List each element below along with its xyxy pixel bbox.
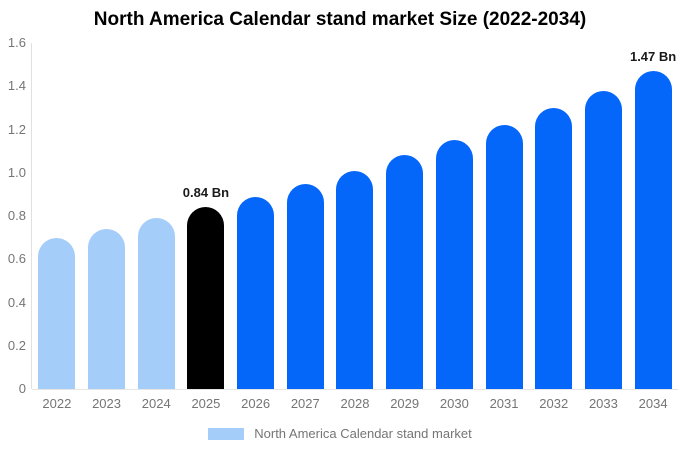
x-tick-label-2033: 2033 [588, 396, 618, 411]
bar-2023 [88, 228, 126, 389]
bar-2029 [386, 155, 424, 389]
x-tick-label-2025: 2025 [191, 396, 221, 411]
bar-column-2026 [231, 43, 281, 389]
x-tick-label-2030: 2030 [439, 396, 469, 411]
legend-label: North America Calendar stand market [254, 426, 472, 441]
bar-2031 [485, 125, 523, 389]
bar-column-2034: 1.47 Bn [628, 43, 678, 389]
x-tick-label-2023: 2023 [92, 396, 121, 411]
x-tick-label-2032: 2032 [539, 396, 569, 411]
bar-column-2024 [131, 43, 181, 389]
y-tick-label: 0.4 [7, 294, 26, 310]
x-tick-label-2027: 2027 [290, 396, 320, 411]
bar-column-2031 [479, 43, 529, 389]
y-axis: 0 0.2 0.4 0.6 0.8 1.0 1.2 1.4 1.6 [0, 0, 26, 450]
x-tick-label-2022: 2022 [42, 396, 72, 411]
x-tick-label-2024: 2024 [141, 396, 171, 411]
bar-2027 [286, 183, 324, 389]
y-tick-label: 0 [18, 381, 26, 396]
y-tick-label: 1.6 [7, 35, 26, 50]
bar-column-2032 [529, 43, 579, 389]
x-tick-label-2026: 2026 [241, 396, 271, 411]
plot-area: 0.84 Bn 1.47 Bn [32, 43, 678, 389]
x-axis-baseline [32, 389, 678, 390]
bar-column-2030 [430, 43, 480, 389]
legend-swatch [208, 427, 245, 440]
x-tick-label-2034: 2034 [638, 396, 668, 411]
chart-title: North America Calendar stand market Size… [93, 9, 587, 30]
y-tick-label: 0.8 [7, 208, 26, 223]
y-tick-label: 0.2 [7, 337, 26, 353]
bar-2032 [535, 107, 573, 389]
bar-column-2025: 0.84 Bn [181, 43, 231, 389]
bar-value-label-2025: 0.84 Bn [182, 185, 230, 201]
bar-2030 [435, 140, 473, 389]
bar-2028 [336, 170, 374, 389]
y-tick-label: 1.2 [7, 121, 26, 137]
bar-column-2028 [330, 43, 380, 389]
bar-column-2027 [280, 43, 330, 389]
bar-column-2022 [32, 43, 82, 389]
bar-value-label-2034: 1.47 Bn [629, 49, 677, 65]
bar-2034 [634, 71, 672, 389]
bar-2025 [187, 207, 225, 389]
bar-column-2023 [82, 43, 132, 389]
x-tick-label-2031: 2031 [489, 396, 519, 411]
bar-column-2029 [380, 43, 430, 389]
y-tick-label: 1.0 [7, 164, 26, 180]
x-axis: 2022 2023 2024 2025 2026 2027 2028 2029 2030 2031… [32, 396, 678, 411]
y-axis-line [31, 43, 32, 389]
y-tick-label: 1.4 [7, 78, 26, 94]
x-tick-label-2028: 2028 [340, 396, 370, 411]
bar-2022 [38, 237, 76, 389]
y-tick-label: 0.6 [7, 251, 26, 267]
legend: North America Calendar stand market [0, 426, 680, 441]
x-tick-label-2029: 2029 [390, 396, 420, 411]
bar-column-2033 [579, 43, 629, 389]
bar-2026 [237, 196, 275, 389]
bar-2033 [584, 90, 622, 389]
bar-2024 [137, 218, 175, 389]
